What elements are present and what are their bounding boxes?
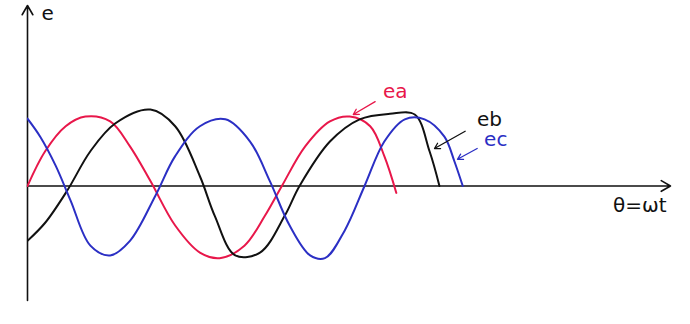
svg-text:ea: ea <box>383 79 408 103</box>
svg-text:eb: eb <box>477 106 502 131</box>
svg-text:ec: ec <box>484 127 507 151</box>
svg-text:e: e <box>42 1 54 25</box>
svg-text:θ=ωt: θ=ωt <box>613 193 667 217</box>
